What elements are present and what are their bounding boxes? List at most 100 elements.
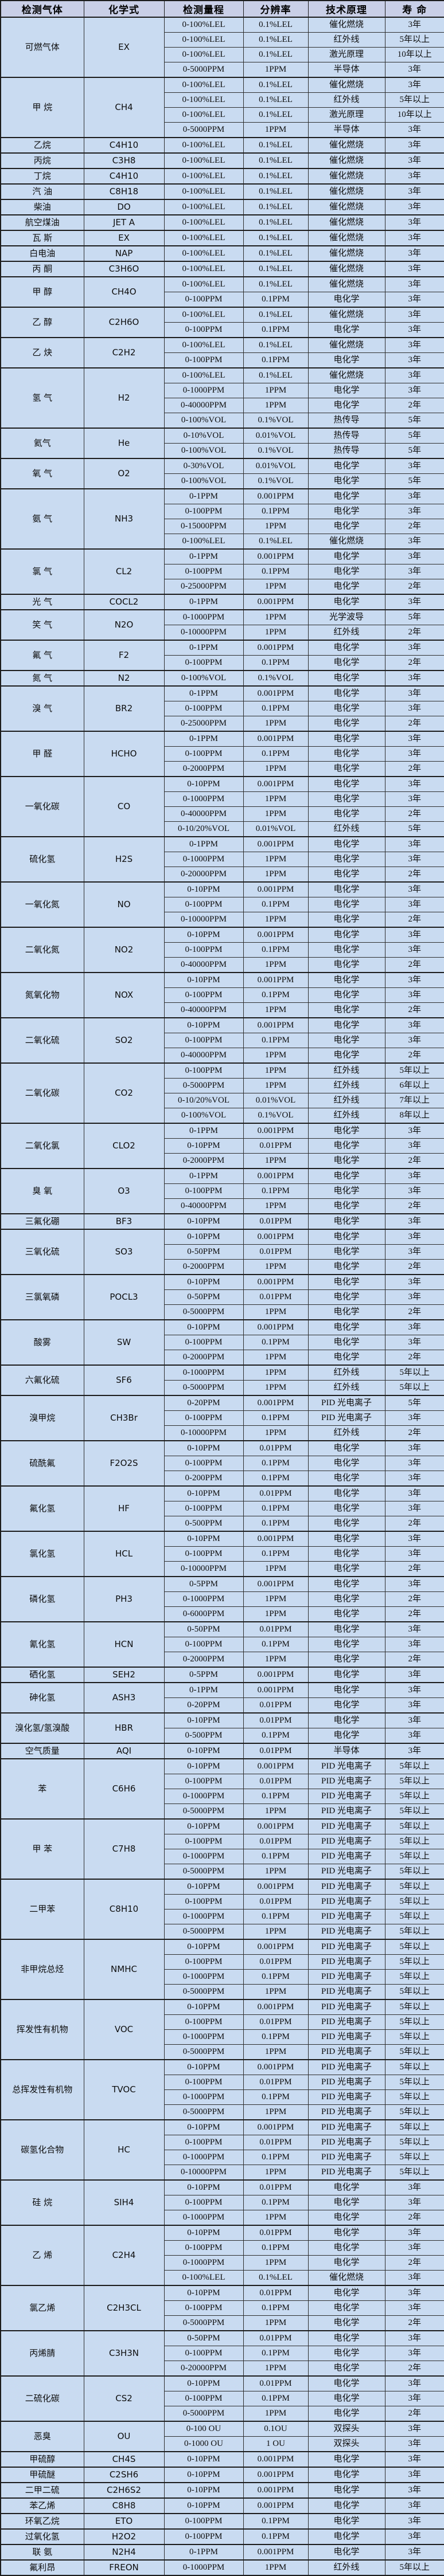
table-row: 0-100PPM 0.1PPM 电化学 3年 [1, 2391, 444, 2406]
formula-cell: ASH3 [83, 1682, 165, 1714]
principle-cell: 催化燃烧 [307, 367, 385, 383]
principle-cell: PID 光电离子 [307, 1803, 385, 1820]
resolution-cell: 0.1%LEL [243, 47, 309, 62]
resolution-cell: 0.001PPM [243, 776, 309, 792]
resolution-cell: 0.1%VOL [243, 473, 309, 489]
formula-cell: C2SH6 [83, 2467, 165, 2483]
principle-cell: 电化学 [307, 2375, 385, 2391]
resolution-cell: 0.1%VOL [243, 1108, 309, 1124]
range-cell: 0-10PPM [163, 2059, 244, 2075]
gas-cell: 二氧化氯 [0, 1123, 84, 1169]
resolution-cell: 1PPM [243, 625, 309, 641]
formula-cell: TVOC [83, 2059, 165, 2120]
table-row: 砷化氢 ASH3 0-1PPM 0.001PPM 电化学 3年 [0, 1682, 444, 1714]
formula-cell: H2O2 [83, 2528, 165, 2545]
range-cell: 0-1000PPM [163, 791, 244, 807]
resolution-cell: 0.01PPM [243, 1894, 309, 1910]
table-row: 甲 醛 HCHO 0-1PPM 0.001PPM 电化学 3年 [0, 731, 444, 777]
principle-cell: 电化学 [307, 548, 385, 564]
formula-cell: C2H6O [83, 307, 165, 338]
table-row: 0-100PPM 0.01PPM PID 光电离子 5年以上 [1, 1834, 444, 1849]
table-row: 0-2000PPM 1PPM 电化学 2年 [1, 761, 444, 777]
resolution-cell: 0.1%LEL [243, 152, 309, 169]
lifespan-cell: 5年以上 [384, 2165, 444, 2181]
lifespan-cell: 2年 [384, 1425, 444, 1441]
principle-cell: 催化燃烧 [307, 534, 385, 550]
table-row: 0-20000PPM 1PPM 电化学 2年 [1, 2361, 444, 2377]
table-row: 0-500PPM 0.1PPM 电化学 3年 [1, 1728, 444, 1744]
formula-cell: C2H4 [83, 2225, 165, 2286]
resolution-cell: 0.1%LEL [243, 307, 309, 323]
lifespan-cell: 3年 [384, 1501, 444, 1516]
principle-cell: 电化学 [307, 2315, 385, 2331]
principle-cell: 电化学 [307, 292, 385, 308]
range-cell: 0-50PPM [163, 2330, 244, 2346]
resolution-cell: 0.1PPM [243, 1789, 309, 1804]
lifespan-cell: 5年以上 [384, 1924, 444, 1940]
resolution-cell: 1PPM [243, 609, 309, 625]
resolution-cell: 0.01PPM [243, 1244, 309, 1260]
formula-cell: CO [83, 776, 165, 837]
range-cell: 0-100PPM [163, 352, 244, 368]
resolution-cell: 0.1PPM [243, 2089, 309, 2105]
principle-cell: 催化燃烧 [307, 230, 385, 246]
lifespan-cell: 3年 [384, 458, 444, 474]
table-row: 过氧化氢 H2O2 0-100PPM 0.1PPM 电化学 3年 [0, 2528, 444, 2545]
formula-cell: CH4S [83, 2451, 165, 2468]
lifespan-cell: 2年 [384, 579, 444, 595]
range-cell: 0-6000PPM [163, 1606, 244, 1622]
principle-cell: PID 光电离子 [307, 2075, 385, 2090]
resolution-cell: 1PPM [243, 1864, 309, 1880]
principle-cell: 电化学 [307, 836, 385, 852]
formula-cell: C8H8 [83, 2497, 165, 2514]
resolution-cell: 0.01PPM [243, 1712, 309, 1728]
range-cell: 0-40000PPM [163, 1198, 244, 1214]
principle-cell: PID 光电离子 [307, 1774, 385, 1789]
range-cell: 0-10PPM [163, 1758, 244, 1774]
formula-cell: SIH4 [83, 2179, 165, 2226]
resolution-cell: 0.001PPM [243, 1531, 309, 1547]
resolution-cell: 0.1%LEL [243, 214, 309, 231]
table-row: 二氧化硫 SO2 0-10PPM 0.001PPM 电化学 3年 [0, 1017, 444, 1064]
resolution-cell: 0.01PPM [243, 2285, 309, 2301]
range-cell: 0-200PPM [163, 1471, 244, 1487]
principle-cell: 催化燃烧 [307, 245, 385, 262]
range-cell: 0-100PPM [163, 2391, 244, 2406]
lifespan-cell: 3年 [384, 1471, 444, 1487]
formula-cell: NO [83, 881, 165, 928]
range-cell: 0-100%LEL [163, 152, 244, 169]
resolution-cell: 1PPM [243, 1984, 309, 2000]
table-row: 0-100PPM 0.01PPM PID 光电离子 5年以上 [1, 1894, 444, 1910]
resolution-cell: 0.1%LEL [243, 337, 309, 353]
lifespan-cell: 3年 [384, 1440, 444, 1456]
range-cell: 0-10PPM [163, 2119, 244, 2135]
range-cell: 0-10PPM [163, 1879, 244, 1895]
lifespan-cell: 7年以上 [384, 1093, 444, 1108]
range-cell: 0-2000PPM [163, 1350, 244, 1366]
range-cell: 0-10PPM [163, 2375, 244, 2391]
resolution-cell: 0.01%VOL [243, 1093, 309, 1108]
lifespan-cell: 3年 [384, 1138, 444, 1154]
gas-cell: 甲 苯 [0, 1818, 84, 1880]
principle-cell: 电化学 [307, 1048, 385, 1064]
lifespan-cell: 3年 [384, 383, 444, 398]
table-row: 0-100PPM 0.1PPM 电化学 3年 [1, 1335, 444, 1350]
gas-cell: 非甲烷总烃 [0, 1939, 84, 2000]
principle-cell: PID 光电离子 [307, 1999, 385, 2015]
principle-cell: 催化燃烧 [307, 17, 385, 33]
principle-cell: 电化学 [307, 731, 385, 747]
resolution-cell: 0.01%VOL [243, 821, 309, 837]
table-row: 六氟化硫 SF6 0-1000PPM 1PPM 红外线 5年以上 [0, 1365, 444, 1396]
table-row: 航空煤油 JET A 0-100%LEL 0.1%LEL 催化燃烧 3年 [0, 214, 444, 231]
range-cell: 0-100%LEL [163, 261, 244, 277]
gas-cell: 乙烷 [0, 137, 84, 154]
table-row: 0-100%LEL 0.1%LEL 红外线 5年以上 [1, 92, 444, 108]
range-cell: 0-1PPM [163, 1168, 244, 1184]
principle-cell: PID 光电离子 [307, 1969, 385, 1985]
principle-cell: PID 光电离子 [307, 1410, 385, 1426]
lifespan-cell: 3年 [384, 214, 444, 231]
range-cell: 0-1PPM [163, 1682, 244, 1698]
range-cell: 0-1000PPM [163, 1591, 244, 1607]
range-cell: 0-100PPM [163, 2346, 244, 2361]
header-lifespan: 寿 命 [384, 0, 444, 18]
